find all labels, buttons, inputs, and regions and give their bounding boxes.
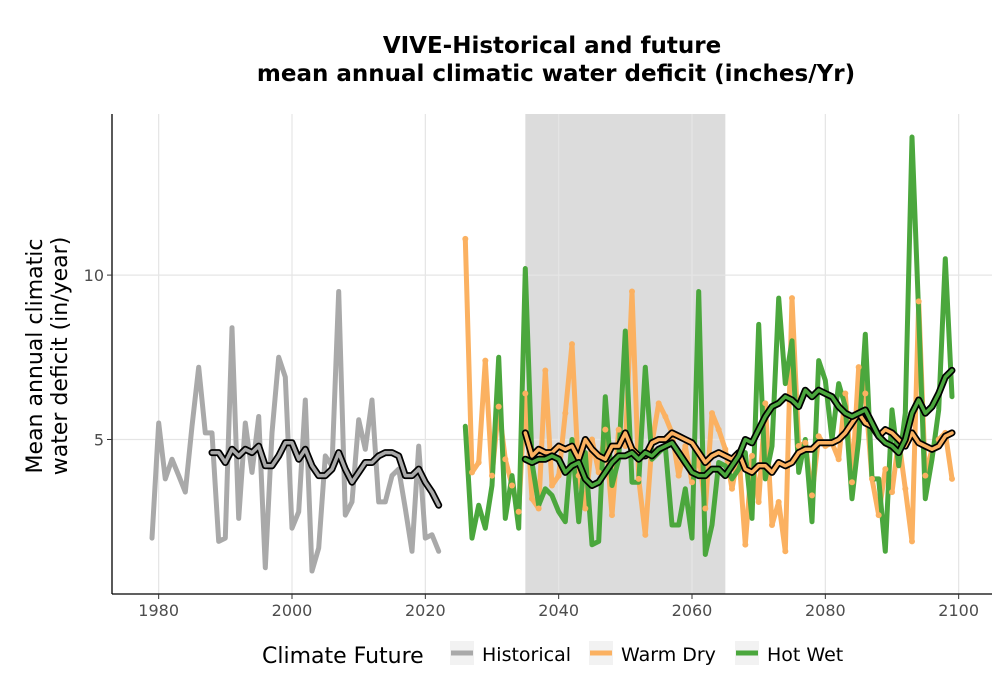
point-warm-dry: [949, 475, 955, 482]
point-warm-dry: [515, 508, 522, 515]
x-tick-label: 2100: [938, 601, 979, 620]
legend-label-warm-dry: Warm Dry: [621, 644, 716, 666]
point-warm-dry: [742, 541, 749, 548]
y-tick-label: 10: [84, 266, 104, 285]
point-warm-dry: [795, 443, 802, 450]
point-warm-dry: [495, 403, 502, 410]
point-warm-dry: [615, 426, 622, 433]
point-warm-dry: [902, 485, 909, 492]
point-warm-dry: [522, 390, 529, 397]
point-warm-dry: [802, 439, 809, 446]
point-warm-dry: [629, 288, 635, 295]
legend-label-historical: Historical: [482, 644, 571, 666]
point-warm-dry: [475, 459, 482, 466]
point-warm-dry: [662, 413, 669, 420]
legend-title: Climate Future: [262, 644, 424, 669]
legend: Climate Future Historical Warm Dry Hot Wet: [262, 641, 843, 669]
x-tick-label: 2040: [538, 601, 579, 620]
point-warm-dry: [715, 426, 722, 433]
point-warm-dry: [722, 446, 729, 453]
point-warm-dry: [922, 472, 929, 479]
point-warm-dry: [689, 479, 695, 486]
legend-items: Historical Warm Dry Hot Wet: [450, 641, 843, 666]
point-warm-dry: [469, 469, 475, 476]
chart-title: VIVE-Historical and future: [383, 33, 721, 59]
point-warm-dry: [642, 531, 649, 538]
point-warm-dry: [609, 512, 615, 519]
point-warm-dry: [542, 367, 549, 374]
point-warm-dry: [549, 482, 555, 489]
point-warm-dry: [855, 364, 862, 371]
point-warm-dry: [509, 482, 515, 489]
rolling-mean-hot-wet: [523, 368, 954, 488]
point-warm-dry: [555, 472, 562, 479]
point-warm-dry: [862, 390, 869, 397]
point-warm-dry: [535, 505, 542, 512]
point-warm-dry: [462, 235, 469, 242]
point-warm-dry: [909, 538, 915, 545]
y-axis-title-line2: water deficit (in/year): [48, 237, 73, 476]
x-tick-label: 2020: [405, 601, 446, 620]
point-warm-dry: [849, 479, 855, 486]
point-warm-dry: [709, 410, 715, 417]
point-warm-dry: [882, 466, 889, 473]
rolling-mean-historical: [210, 441, 441, 507]
x-tick-label: 2060: [672, 601, 713, 620]
series-layer: [149, 134, 956, 574]
point-warm-dry: [749, 452, 755, 459]
point-warm-dry: [782, 548, 789, 555]
legend-label-hot-wet: Hot Wet: [767, 644, 843, 666]
point-warm-dry: [682, 443, 689, 450]
chart-subtitle: mean annual climatic water deficit (inch…: [257, 61, 855, 87]
x-tick-label: 2080: [805, 601, 846, 620]
point-warm-dry: [875, 512, 882, 519]
point-warm-dry: [702, 505, 709, 512]
point-warm-dry: [889, 489, 895, 496]
point-warm-dry: [835, 456, 842, 463]
point-warm-dry: [815, 433, 822, 440]
point-warm-dry: [602, 426, 609, 433]
point-warm-dry: [769, 521, 775, 528]
tick-labels: 1980 2000 2020 2040 2060 2080 2100 5 10: [84, 266, 979, 620]
point-warm-dry: [842, 390, 849, 397]
point-warm-dry: [582, 505, 589, 512]
point-warm-dry: [529, 495, 535, 502]
point-warm-dry: [869, 475, 875, 482]
series-line-historical: [149, 289, 442, 574]
point-warm-dry: [502, 456, 509, 463]
point-warm-dry: [562, 410, 569, 417]
point-warm-dry: [569, 341, 575, 348]
point-warm-dry: [675, 472, 682, 479]
point-warm-dry: [809, 492, 815, 499]
x-tick-label: 1980: [138, 601, 179, 620]
point-warm-dry: [655, 400, 662, 407]
y-tick-label: 5: [94, 430, 104, 449]
point-warm-dry: [775, 498, 782, 505]
point-warm-dry: [762, 400, 769, 407]
point-warm-dry: [755, 498, 762, 505]
point-warm-dry: [635, 475, 642, 482]
point-warm-dry: [915, 298, 922, 305]
point-warm-dry: [789, 295, 795, 302]
point-warm-dry: [482, 357, 489, 364]
point-warm-dry: [729, 485, 735, 492]
axes: [111, 114, 992, 595]
y-axis-title-line1: Mean annual climatic: [23, 239, 48, 474]
point-warm-dry: [489, 472, 495, 479]
x-tick-label: 2000: [272, 601, 313, 620]
series-line-hot-wet: [462, 134, 955, 557]
